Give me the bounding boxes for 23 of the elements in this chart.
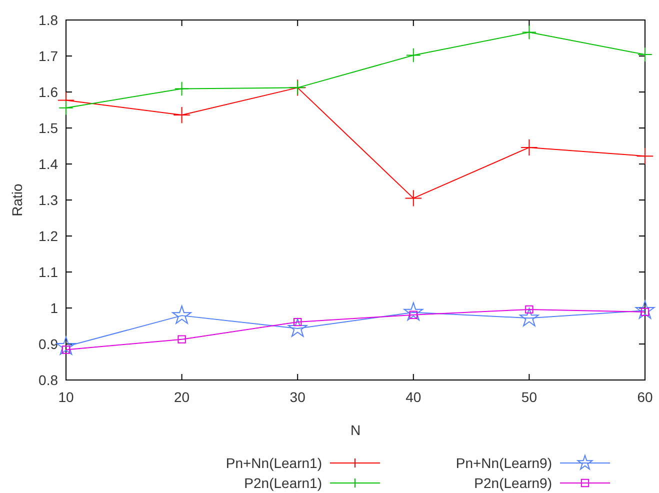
- x-tick-label: 40: [406, 389, 422, 405]
- y-tick-label: 1.1: [38, 264, 58, 280]
- y-tick-label: 1.7: [38, 48, 58, 64]
- legend-label: P2n(Learn1): [244, 474, 322, 491]
- y-tick-label: 1.4: [38, 156, 58, 172]
- x-tick-label: 10: [58, 389, 74, 405]
- x-tick-label: 50: [521, 389, 538, 405]
- x-tick-label: 60: [637, 389, 653, 405]
- x-axis-title: N: [350, 422, 361, 438]
- y-tick-label: 0.9: [38, 336, 58, 352]
- y-tick-label: 1: [50, 300, 58, 316]
- legend-label: Pn+Nn(Learn9): [456, 454, 552, 471]
- legend-label: P2n(Learn9): [474, 474, 552, 491]
- y-tick-label: 0.8: [38, 372, 58, 388]
- y-axis-title: Ratio: [9, 183, 25, 216]
- x-tick-label: 20: [174, 389, 190, 405]
- y-tick-label: 1.5: [38, 120, 58, 136]
- y-tick-label: 1.8: [38, 12, 58, 28]
- y-tick-label: 1.6: [38, 84, 58, 100]
- y-tick-label: 1.3: [38, 192, 58, 208]
- legend-label: Pn+Nn(Learn1): [226, 454, 322, 471]
- x-tick-label: 30: [290, 389, 306, 405]
- y-tick-label: 1.2: [38, 228, 58, 244]
